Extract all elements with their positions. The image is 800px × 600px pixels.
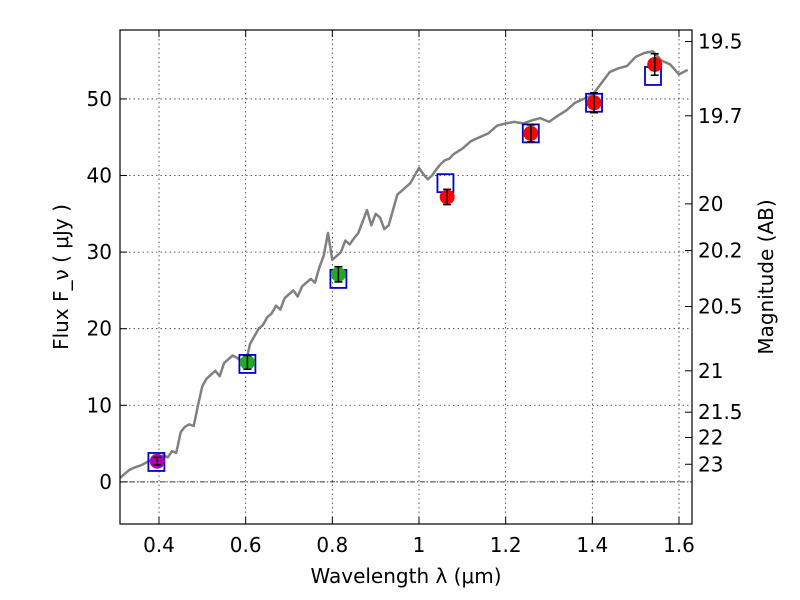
y2-tick-label: 23	[698, 452, 723, 476]
y2-tick-label: 21.5	[698, 400, 743, 424]
y2-tick-label: 22	[698, 425, 723, 449]
x-tick-label: 1.4	[576, 533, 608, 557]
y2-tick-label: 20	[698, 192, 723, 216]
y2-tick-label: 20.2	[698, 239, 743, 263]
y-axis-left: 0 10 20 30 40 50	[87, 87, 127, 494]
x-tick-label: 1.6	[663, 533, 695, 557]
y2-tick-label: 19.7	[698, 104, 743, 128]
y-tick-label: 50	[87, 87, 112, 111]
plot-frame	[119, 29, 693, 525]
model-spectrum-line	[120, 50, 689, 479]
y2-tick-label: 21	[698, 359, 723, 383]
x-tick-label: 0.4	[143, 533, 175, 557]
y-tick-label: 40	[87, 164, 112, 188]
x-tick-label: 1	[413, 533, 426, 557]
x-axis-title: Wavelength λ (μm)	[310, 564, 501, 588]
y2-tick-label: 19.5	[698, 29, 743, 53]
grid-lines	[120, 30, 692, 524]
y-tick-label: 10	[87, 393, 112, 417]
y-axis-title: Flux F_ν ( μJy )	[49, 204, 73, 350]
x-tick-label: 0.8	[316, 533, 348, 557]
y2-axis-title: Magnitude (AB)	[754, 199, 778, 354]
x-axis: 0.4 0.6 0.8 1 1.2 1.4 1.6	[143, 30, 695, 557]
x-tick-label: 1.2	[490, 533, 522, 557]
x-tick-label: 0.6	[230, 533, 262, 557]
y-tick-label: 20	[87, 317, 112, 341]
y-tick-label: 30	[87, 240, 112, 264]
y-axis-right-magnitude: 19.5 19.7 20 20.2 20.5 21 21.522 23	[685, 29, 743, 476]
y2-tick-label: 20.5	[698, 294, 743, 318]
y-tick-label: 0	[99, 470, 112, 494]
plot-area	[120, 50, 689, 479]
